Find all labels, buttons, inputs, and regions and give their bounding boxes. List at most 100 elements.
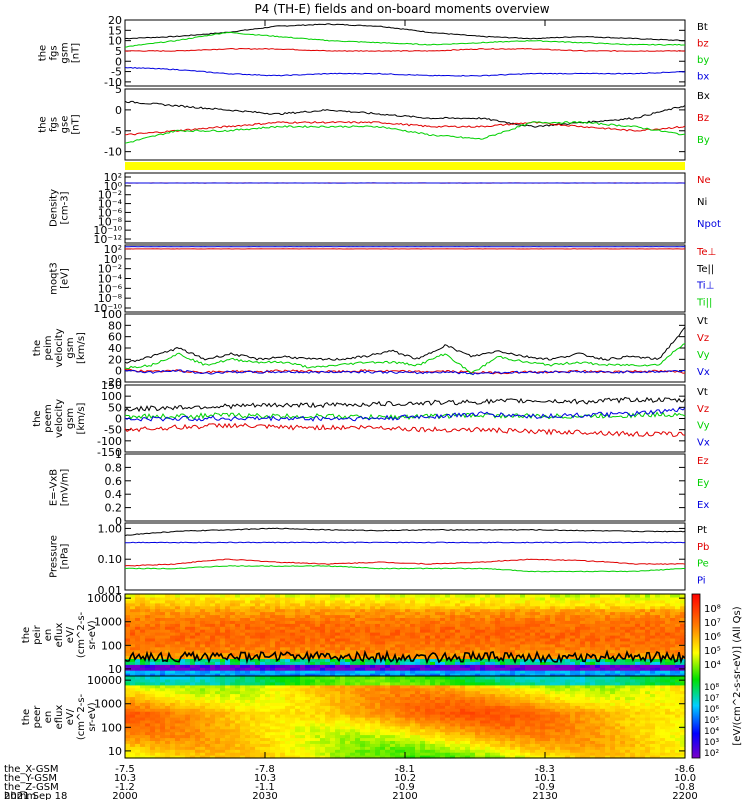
spectrogram-cell [500, 600, 506, 604]
spectrogram-cell [195, 600, 201, 604]
y-tick-label: 0.4 [105, 488, 123, 501]
spectrogram-cell [640, 641, 646, 645]
spectrogram-cell [225, 743, 231, 747]
legend-Pt: Pt [697, 525, 707, 536]
spectrogram-cell [590, 612, 596, 616]
spectrogram-cell [285, 723, 291, 727]
spectrogram-cell [355, 632, 361, 636]
spectrogram-cell [545, 594, 551, 598]
spectrogram-cell [480, 735, 486, 739]
spectrogram-cell [615, 594, 621, 598]
spectrogram-cell [460, 594, 466, 598]
spectrogram-cell [460, 735, 466, 739]
spectrogram-cell [340, 743, 346, 747]
spectrogram-cell [240, 714, 246, 718]
spectrogram-cell [190, 735, 196, 739]
spectrogram-cell [505, 723, 511, 727]
spectrogram-cell [220, 620, 226, 624]
spectrogram-cell [275, 641, 281, 645]
spectrogram-cell [580, 594, 586, 598]
legend-Pi: Pi [697, 575, 706, 586]
spectrogram-cell [215, 620, 221, 624]
spectrogram-cell [470, 723, 476, 727]
spectrogram-cell [390, 632, 396, 636]
spectrogram-cell [380, 735, 386, 739]
spectrogram-cell [385, 620, 391, 624]
legend-Ni: Ni [697, 197, 707, 208]
spectrogram-cell [220, 600, 226, 604]
spectrogram-cell [525, 612, 531, 616]
spectrogram-cell [435, 632, 441, 636]
spectrogram-cell [320, 723, 326, 727]
spectrogram-cell [180, 620, 186, 624]
spectrogram-cell [435, 594, 441, 598]
spectrogram-cell [530, 641, 536, 645]
spectrogram-cell [535, 661, 541, 665]
spectrogram-cell [295, 612, 301, 616]
spectrogram-cell [565, 641, 571, 645]
spectrogram-cell [625, 735, 631, 739]
spectrogram-cell [570, 743, 576, 747]
spectrogram-cell [375, 594, 381, 598]
spectrogram-cell [450, 641, 456, 645]
spectrogram-cell [145, 641, 151, 645]
spectrogram-cell [405, 743, 411, 747]
spectrogram-cell [145, 620, 151, 624]
spectrogram-cell [295, 661, 301, 665]
spectrogram-cell [300, 600, 306, 604]
spectrogram-cell [505, 612, 511, 616]
spectrogram-cell [370, 641, 376, 645]
spectrogram-cell [415, 743, 421, 747]
spectrogram-cell [515, 594, 521, 598]
spectrogram-cell [620, 600, 626, 604]
spectrogram-cell [150, 735, 156, 739]
spectrogram-cell [125, 600, 131, 604]
spectrogram-cell [360, 632, 366, 636]
spectrogram-cell [255, 620, 261, 624]
spectrogram-cell [175, 632, 181, 636]
spectrogram-cell [250, 620, 256, 624]
spectrogram-cell [140, 735, 146, 739]
spectrogram-cell [650, 600, 656, 604]
spectrogram-cell [255, 632, 261, 636]
spectrogram-cell [405, 641, 411, 645]
spectrogram-cell [445, 641, 451, 645]
spectrogram-cell [435, 620, 441, 624]
spectrogram-cell [640, 600, 646, 604]
spectrogram-cell [420, 612, 426, 616]
spectrogram-cell [580, 723, 586, 727]
spectrogram-cell [390, 612, 396, 616]
spectrogram-cell [135, 632, 141, 636]
spectrogram-cell [390, 743, 396, 747]
spectrogram-cell [430, 735, 436, 739]
spectrogram-cell [460, 620, 466, 624]
spectrogram-cell [500, 661, 506, 665]
spectrogram-cell [340, 735, 346, 739]
spectrogram-cell [355, 600, 361, 604]
spectrogram-cell [590, 600, 596, 604]
spectrogram-cell [200, 735, 206, 739]
spectrogram-cell [155, 743, 161, 747]
spectrogram-cell [200, 612, 206, 616]
spectrogram-cell [450, 620, 456, 624]
spectrogram-cell [650, 620, 656, 624]
spectrogram-cell [195, 661, 201, 665]
spectrogram-cell [460, 641, 466, 645]
spectrogram-cell [675, 735, 681, 739]
spectrogram-cell [385, 632, 391, 636]
spectrogram-cell [375, 641, 381, 645]
spectrogram-cell [360, 600, 366, 604]
spectrogram-cell [300, 735, 306, 739]
spectrogram-cell [160, 600, 166, 604]
spectrogram-cell [355, 723, 361, 727]
spectrogram-cell [600, 723, 606, 727]
legend-Vz: Vz [697, 333, 709, 344]
y-tick-label: 1 [115, 448, 122, 461]
spectrogram-cell [660, 594, 666, 598]
spectrogram-cell [660, 620, 666, 624]
spectrogram-cell [390, 600, 396, 604]
spectrogram-cell [400, 735, 406, 739]
spectrogram-cell [510, 612, 516, 616]
spectrogram-cell [195, 641, 201, 645]
spectrogram-cell [415, 600, 421, 604]
